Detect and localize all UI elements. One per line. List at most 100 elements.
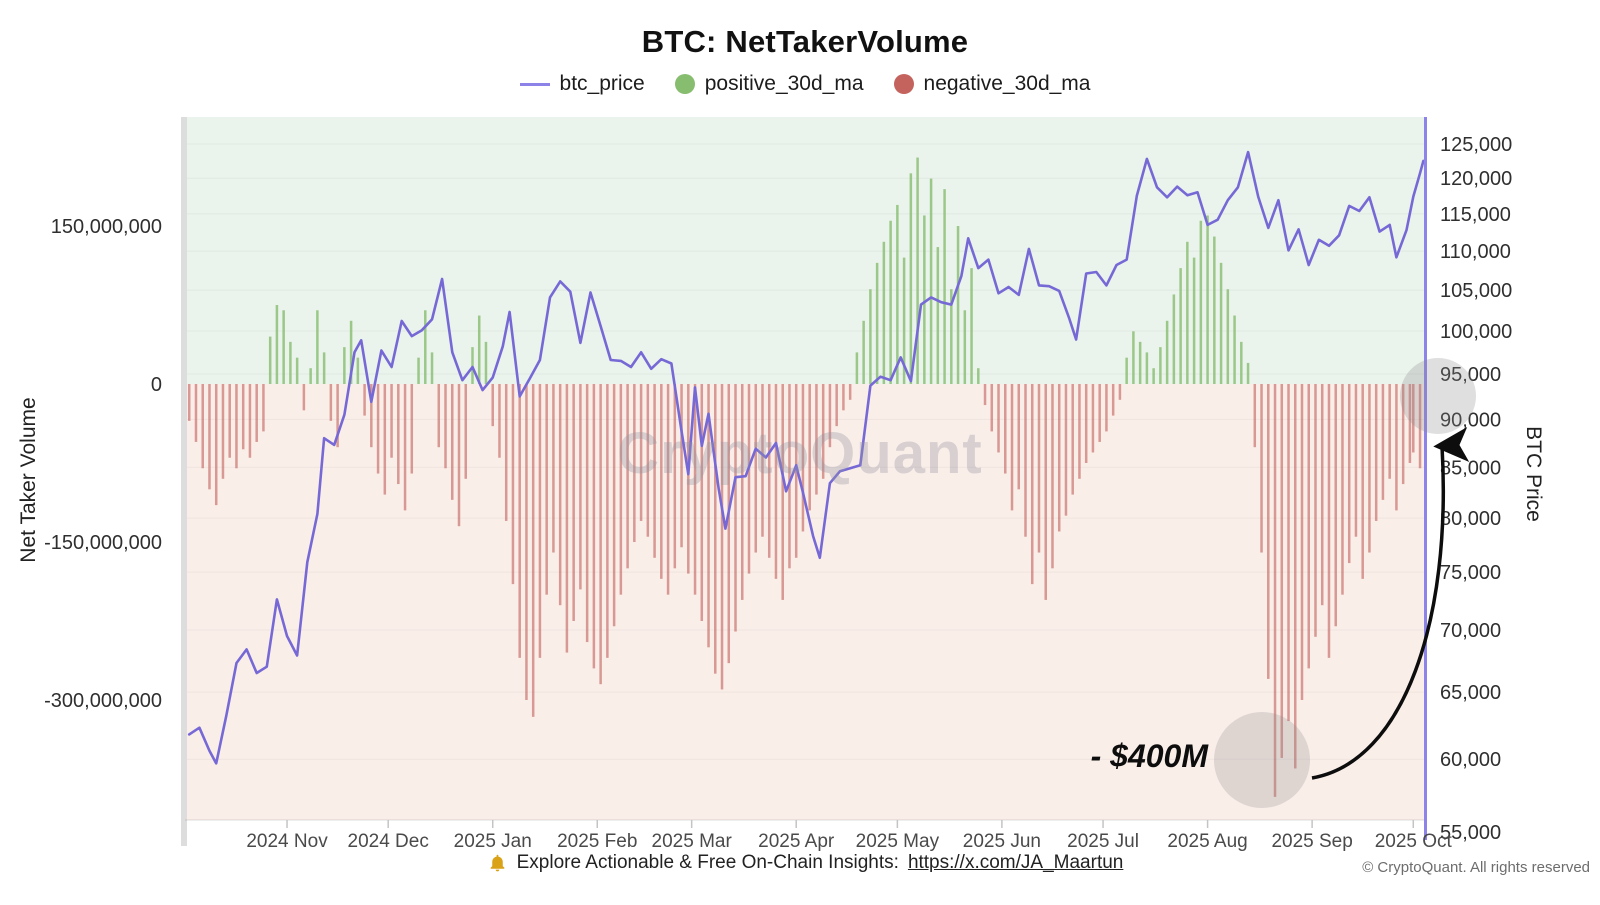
volume-bar-negative: [1057, 384, 1061, 532]
volume-bar-positive: [430, 352, 434, 384]
volume-bar-negative: [228, 384, 231, 458]
volume-bar-positive: [356, 357, 360, 384]
volume-bar-negative: [1017, 384, 1021, 490]
volume-bar-negative: [363, 384, 366, 416]
volume-bar-negative: [545, 384, 548, 595]
volume-bar-negative: [788, 384, 791, 569]
left-axis-tick-label: -150,000,000: [44, 532, 162, 554]
volume-bar-negative: [585, 384, 589, 643]
volume-bar-negative: [835, 384, 838, 427]
volume-bar-negative: [437, 384, 441, 448]
volume-bar-negative: [1280, 384, 1284, 758]
volume-bar-negative: [1267, 384, 1270, 679]
volume-bar-negative: [666, 384, 670, 595]
volume-bar-negative: [565, 384, 569, 653]
volume-bar-positive: [977, 368, 980, 384]
month-label: 2025 Aug: [1167, 831, 1247, 852]
volume-bar-negative: [693, 384, 697, 595]
volume-bar-negative: [397, 384, 400, 485]
volume-bar-negative: [997, 384, 1000, 453]
right-axis-tick-label: 60,000: [1440, 749, 1501, 771]
volume-bar-negative: [552, 384, 555, 553]
volume-bar-negative: [815, 384, 818, 495]
legend: btc_price positive_30d_ma negative_30d_m…: [185, 72, 1425, 96]
right-axis-tick-label: 80,000: [1440, 508, 1501, 530]
volume-bar-negative: [639, 384, 643, 521]
red-dot-icon: [893, 74, 914, 94]
legend-item-negative-30d-ma[interactable]: negative_30d_ma: [893, 72, 1090, 96]
volume-bar-negative: [633, 384, 636, 542]
line-swatch-icon: [519, 82, 550, 86]
volume-bar-negative: [1412, 384, 1415, 453]
volume-bar-positive: [343, 347, 346, 384]
volume-bar-negative: [761, 384, 764, 537]
left-axis-tick-label: 150,000,000: [51, 216, 162, 238]
volume-bar-negative: [1294, 384, 1297, 769]
volume-bar-positive: [275, 305, 279, 384]
volume-bar-negative: [619, 384, 623, 595]
volume-bar-positive: [896, 204, 899, 384]
volume-bar-negative: [714, 384, 717, 674]
volume-bar-negative: [1010, 384, 1014, 511]
volume-bar-negative: [208, 384, 211, 490]
volume-bar-negative: [504, 384, 508, 521]
volume-bar-positive: [268, 336, 272, 384]
volume-bar-positive: [471, 347, 474, 384]
right-axis-tick-label: 70,000: [1440, 620, 1501, 642]
legend-item-positive-30d-ma[interactable]: positive_30d_ma: [674, 72, 864, 96]
volume-bar-negative: [262, 384, 265, 432]
footer-link[interactable]: https://x.com/JA_Maartun: [907, 852, 1124, 873]
volume-bar-negative: [1408, 384, 1412, 463]
volume-bar-negative: [707, 384, 710, 648]
volume-bar-negative: [741, 384, 744, 600]
volume-bar-negative: [498, 384, 501, 458]
volume-bar-negative: [848, 384, 852, 400]
volume-bar-negative: [1030, 384, 1034, 585]
volume-bar-negative: [774, 384, 778, 579]
legend-item-btc-price[interactable]: btc_price: [519, 72, 645, 96]
footer: Explore Actionable & Free On-Chain Insig…: [185, 852, 1425, 874]
volume-bar-negative: [410, 384, 414, 474]
volume-bar-negative: [801, 384, 805, 532]
volume-bar-negative: [673, 384, 677, 569]
volume-bar-negative: [1418, 384, 1422, 469]
volume-bar-positive: [1192, 257, 1196, 384]
volume-bar-negative: [255, 384, 258, 442]
volume-bar-negative: [1395, 384, 1398, 511]
month-label: 2024 Nov: [246, 831, 328, 852]
volume-bar-positive: [909, 173, 913, 384]
right-axis-tick-label: 65,000: [1440, 682, 1501, 704]
volume-bar-negative: [558, 384, 562, 606]
volume-bar-negative: [1334, 384, 1337, 627]
volume-bar-negative: [302, 384, 306, 411]
month-label: 2025 Jun: [963, 831, 1041, 852]
volume-bar-positive: [963, 310, 967, 384]
right-axis-tick-label: 90,000: [1440, 409, 1501, 431]
volume-bar-negative: [983, 384, 987, 406]
volume-bar-negative: [403, 384, 407, 511]
volume-bar-negative: [201, 384, 204, 469]
volume-bar-positive: [484, 341, 488, 384]
footer-text: Explore Actionable & Free On-Chain Insig…: [516, 852, 899, 873]
volume-bar-negative: [538, 384, 542, 658]
volume-bar-negative: [653, 384, 656, 558]
green-dot-icon: [674, 74, 695, 94]
volume-bar-negative: [612, 384, 616, 627]
volume-bar-negative: [1084, 384, 1088, 463]
volume-bar-negative: [241, 384, 245, 450]
volume-bar-positive: [349, 320, 353, 384]
legend-label: positive_30d_ma: [704, 72, 864, 95]
volume-bar-positive: [862, 320, 865, 384]
volume-bar-negative: [821, 384, 825, 479]
volume-bar-negative: [680, 384, 683, 548]
volume-bar-negative: [491, 384, 494, 427]
volume-bar-negative: [808, 384, 811, 511]
right-axis-tick-label: 55,000: [1440, 822, 1501, 844]
volume-bar-negative: [646, 384, 650, 537]
volume-bar-negative: [1320, 384, 1324, 606]
volume-bar-negative: [747, 384, 751, 574]
right-axis-tick-label: 100,000: [1440, 321, 1512, 343]
volume-bar-negative: [1024, 384, 1027, 537]
